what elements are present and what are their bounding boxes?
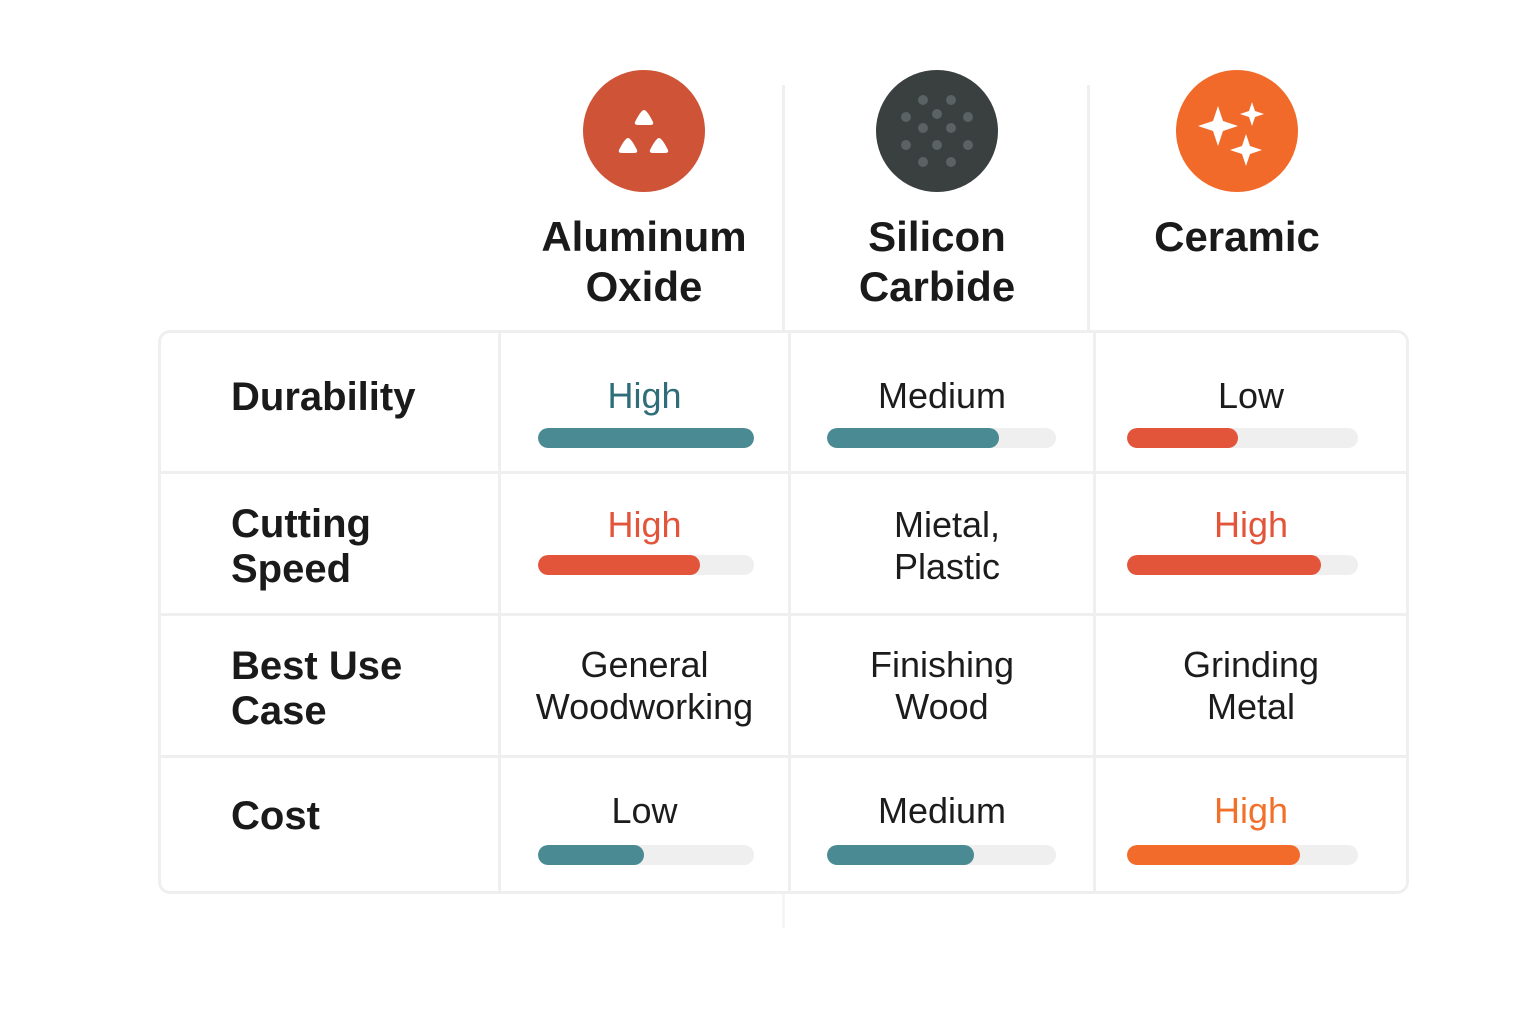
- level-bar-fill: [538, 555, 700, 575]
- cell-value: Medium: [877, 375, 1007, 416]
- column-divider: [782, 894, 785, 928]
- level-bar-fill: [1127, 555, 1322, 575]
- level-bar-fill: [827, 845, 974, 865]
- cell-value: Mietal,: [893, 504, 1001, 545]
- row-label-cell: Cost: [161, 758, 498, 894]
- cell-value: Metal: [1206, 686, 1296, 727]
- level-bar: [538, 428, 754, 448]
- cell-value: Woodworking: [535, 686, 754, 727]
- table-cell: Low: [498, 758, 788, 894]
- level-bar-fill: [538, 428, 754, 448]
- row-label-cell: Best Use Case: [161, 616, 498, 758]
- level-bar-fill: [827, 428, 999, 448]
- column-title: Oxide: [585, 263, 703, 310]
- table-cell: High: [1093, 758, 1406, 894]
- table-cell: Low: [1093, 333, 1406, 471]
- cell-value: Low: [611, 790, 678, 831]
- triangles-icon: [583, 70, 705, 192]
- column-title: Silicon: [868, 213, 1006, 260]
- level-bar: [538, 845, 754, 865]
- row-label: Case: [231, 689, 327, 733]
- level-bar: [827, 845, 1056, 865]
- column-header-silicon-carbide: Silicon Carbide: [792, 70, 1082, 312]
- table-cell: High: [498, 474, 788, 616]
- cell-value: Grinding: [1182, 644, 1320, 685]
- cell-value: General: [580, 644, 709, 685]
- table-cell: High: [498, 333, 788, 471]
- row-label: Speed: [231, 547, 352, 591]
- column-title: Ceramic: [1154, 213, 1320, 260]
- column-title: Aluminum: [541, 213, 747, 260]
- table-cell: Medium: [788, 758, 1093, 894]
- table-cell: Finishing Wood: [788, 616, 1093, 758]
- cell-value: High: [1213, 504, 1289, 545]
- level-bar: [538, 555, 754, 575]
- column-header-aluminum-oxide: Aluminum Oxide: [499, 70, 789, 312]
- cell-value: High: [607, 375, 682, 416]
- row-label-cell: Durability: [161, 333, 498, 471]
- table-cell: General Woodworking: [498, 616, 788, 758]
- column-title: Carbide: [858, 263, 1016, 310]
- table-cell: Mietal, Plastic: [788, 474, 1093, 616]
- row-label-cell: Cutting Speed: [161, 474, 498, 616]
- row-label: Durability: [231, 375, 416, 419]
- level-bar: [1127, 845, 1358, 865]
- column-header-ceramic: Ceramic: [1092, 70, 1382, 262]
- dots-icon: [876, 70, 998, 192]
- row-label: Cost: [231, 794, 320, 838]
- table-cell: High: [1093, 474, 1406, 616]
- table-row-cutting-speed: Cutting Speed High Mietal, Plastic High: [161, 471, 1406, 616]
- table-cell: Medium: [788, 333, 1093, 471]
- cell-value: Medium: [877, 790, 1007, 831]
- table-row-best-use-case: Best Use Case General Woodworking Finish…: [161, 613, 1406, 758]
- cell-value: Low: [1217, 375, 1285, 416]
- cell-value: High: [607, 504, 682, 545]
- level-bar-fill: [538, 845, 644, 865]
- column-divider: [1087, 85, 1090, 330]
- cell-value: Wood: [895, 686, 989, 727]
- level-bar-fill: [1127, 845, 1301, 865]
- row-label: Cutting: [231, 502, 371, 546]
- level-bar-fill: [1127, 428, 1238, 448]
- sparkles-icon: [1176, 70, 1298, 192]
- cell-value: Plastic: [893, 546, 1001, 587]
- comparison-table: Durability High Medium Low Cutting Speed…: [158, 330, 1409, 894]
- column-divider: [782, 85, 785, 330]
- cell-value: Finishing: [869, 644, 1015, 685]
- row-label: Best Use: [231, 644, 403, 688]
- table-row-cost: Cost Low Medium High: [161, 755, 1406, 894]
- table-row-durability: Durability High Medium Low: [161, 333, 1406, 471]
- level-bar: [1127, 555, 1358, 575]
- cell-value: High: [1213, 790, 1289, 831]
- level-bar: [1127, 428, 1358, 448]
- level-bar: [827, 428, 1056, 448]
- table-cell: Grinding Metal: [1093, 616, 1406, 758]
